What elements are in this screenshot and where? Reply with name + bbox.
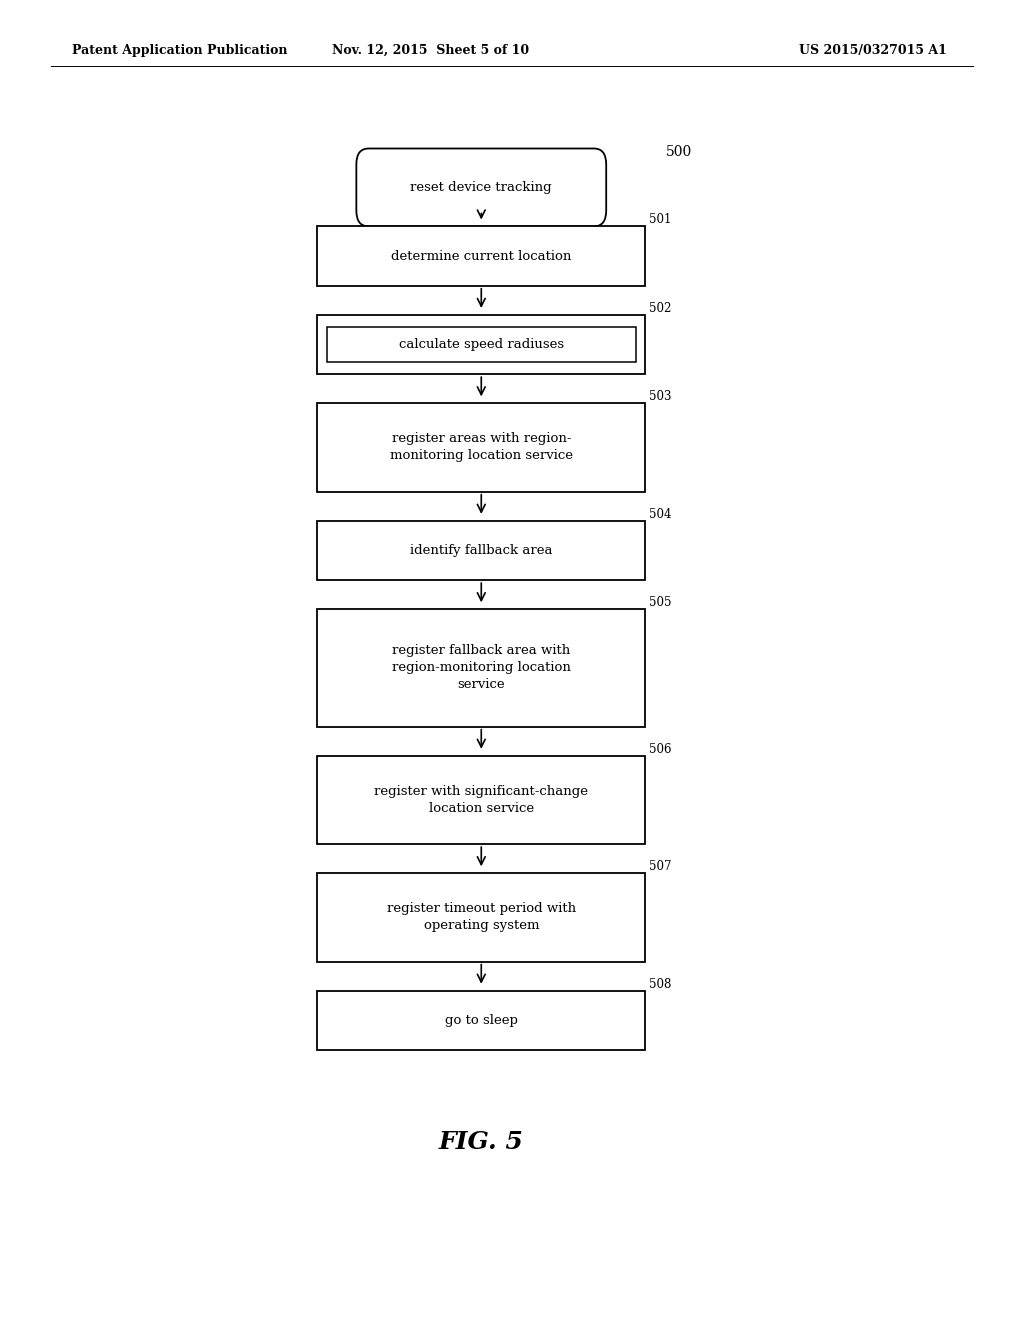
- Text: go to sleep: go to sleep: [444, 1014, 518, 1027]
- Text: register with significant-change
location service: register with significant-change locatio…: [375, 785, 588, 814]
- Bar: [317, 873, 645, 961]
- Text: 506: 506: [649, 743, 672, 755]
- Bar: [317, 755, 645, 843]
- Text: identify fallback area: identify fallback area: [410, 544, 553, 557]
- Text: register areas with region-
monitoring location service: register areas with region- monitoring l…: [390, 433, 572, 462]
- Text: register fallback area with
region-monitoring location
service: register fallback area with region-monit…: [392, 644, 570, 692]
- Text: determine current location: determine current location: [391, 249, 571, 263]
- Text: register timeout period with
operating system: register timeout period with operating s…: [387, 903, 575, 932]
- Text: 505: 505: [649, 597, 672, 609]
- Text: FIG. 5: FIG. 5: [439, 1130, 523, 1155]
- Bar: [317, 609, 645, 726]
- Bar: [317, 314, 645, 374]
- Text: 502: 502: [649, 302, 672, 314]
- Text: Patent Application Publication: Patent Application Publication: [72, 44, 287, 57]
- Bar: [327, 326, 636, 362]
- Text: 504: 504: [649, 508, 672, 520]
- Bar: [317, 226, 645, 286]
- Bar: [317, 520, 645, 579]
- Text: reset device tracking: reset device tracking: [411, 181, 552, 194]
- Bar: [317, 403, 645, 491]
- Bar: [317, 990, 645, 1049]
- Text: calculate speed radiuses: calculate speed radiuses: [398, 338, 564, 351]
- Text: 500: 500: [666, 145, 692, 158]
- Text: 507: 507: [649, 861, 672, 873]
- Text: 501: 501: [649, 214, 672, 226]
- Text: 503: 503: [649, 391, 672, 403]
- Text: 508: 508: [649, 978, 672, 990]
- FancyBboxPatch shape: [356, 149, 606, 226]
- Text: Nov. 12, 2015  Sheet 5 of 10: Nov. 12, 2015 Sheet 5 of 10: [332, 44, 528, 57]
- Text: US 2015/0327015 A1: US 2015/0327015 A1: [799, 44, 946, 57]
